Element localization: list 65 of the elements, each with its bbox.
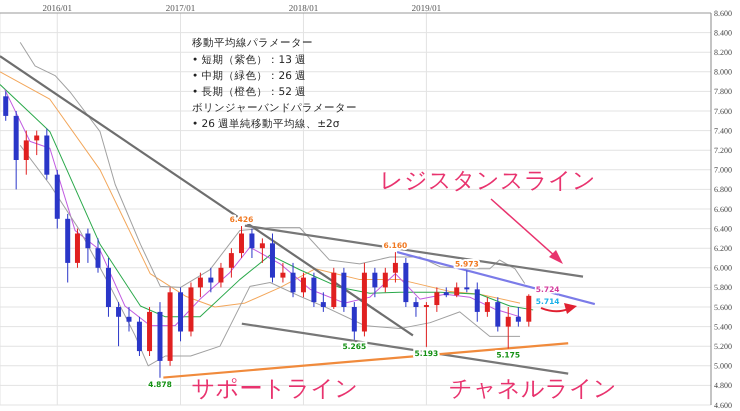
y-tick-label: 8.000 [714,68,732,77]
candlestick [116,302,122,347]
candlestick [3,90,8,122]
candlestick [484,296,490,318]
annotation: チャネルライン [449,376,617,402]
annotation: • 26 週単純移動平均線、±2σ [192,118,340,130]
y-tick-label: 5.400 [714,322,732,332]
y-tick-label: 5.200 [714,342,732,352]
y-tick-label: 4.800 [714,381,732,390]
candlestick [238,226,244,258]
candlestick [392,252,398,283]
y-tick-label: 6.200 [714,244,732,254]
x-tick-label: 2017/01 [166,3,196,13]
candlestick [372,267,378,298]
candlestick [198,272,203,298]
candlestick [300,272,306,298]
y-tick-label: 6.800 [714,185,732,194]
candlestick [280,262,286,283]
annotation: • 中期（緑色）：26 週 [192,69,306,82]
candlestick [516,306,521,328]
candlestick [218,262,224,288]
y-tick-label: 7.000 [714,166,732,175]
y-tick-label: 6.400 [714,224,732,234]
candlestick [454,282,460,298]
y-tick-label: 6.000 [714,264,732,273]
candlestick [464,270,470,293]
candlestick [413,296,418,318]
y-tick-label: 5.600 [714,302,732,312]
candlestick [34,130,40,156]
candlestick [290,262,296,298]
annotation: ボリンジャーバンドパラメーター [192,102,357,114]
candlestick [382,267,388,293]
x-tick-label: 2018/01 [288,3,318,13]
candlestick [320,292,326,312]
annotation: 移動平均線パラメーター [192,37,313,49]
y-tick-label: 7.800 [714,87,732,96]
candlestick [208,267,214,293]
x-tick-label: 2016/01 [42,3,72,13]
candlestick [474,282,480,322]
candlestick [24,130,29,176]
y-tick-label: 6.600 [714,204,732,214]
candlestick [506,306,511,350]
annotation: レジスタンスライン [380,168,596,194]
candlestick [260,238,265,264]
y-tick-label: 8.200 [714,48,732,58]
y-tick-label: 8.600 [714,8,732,18]
candlestick [249,228,254,258]
annotation: • 短期（紫色）：13 週 [192,53,306,66]
candlestick [434,286,440,312]
candlestick [126,306,132,332]
y-tick-label: 5.000 [714,362,732,371]
y-tick-label: 4.600 [714,400,732,410]
candlestick [424,302,429,348]
candlestick [228,248,234,278]
annotation: サポートライン [192,376,358,402]
y-tick-label: 5.800 [714,283,732,292]
y-tick-label: 7.200 [714,146,732,156]
annotation: • 長期（橙色）：52 週 [192,86,306,98]
candlestick [85,228,90,264]
x-tick-label: 2019/01 [412,3,442,13]
y-tick-label: 7.400 [714,126,732,136]
line-series [20,144,521,366]
y-tick-label: 8.400 [714,28,732,38]
y-tick-label: 7.600 [714,106,732,116]
candlestick [96,238,101,274]
